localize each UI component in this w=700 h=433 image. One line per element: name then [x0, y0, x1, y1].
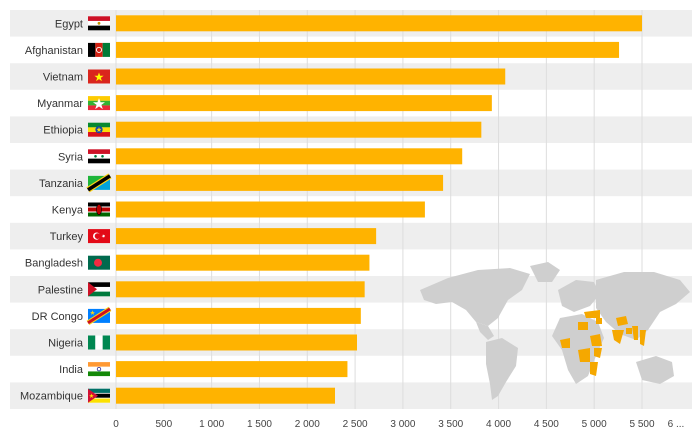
bar-syria: [116, 148, 463, 165]
bar-turkey: [116, 228, 377, 245]
category-label-kenya: Kenya: [52, 205, 84, 217]
bar-nigeria: [116, 334, 358, 351]
category-label-bangladesh: Bangladesh: [25, 258, 83, 270]
bar-ethiopia: [116, 121, 482, 138]
category-label-vietnam: Vietnam: [43, 72, 83, 84]
x-tick-label: 4 000: [486, 419, 511, 430]
category-label-turkey: Turkey: [50, 231, 84, 243]
dr-congo-flag-icon: [86, 306, 112, 326]
category-label-syria: Syria: [58, 151, 84, 163]
x-tick-label: 5 500: [629, 419, 654, 430]
category-label-egypt: Egypt: [55, 18, 83, 30]
bar-india: [116, 361, 348, 378]
x-tick-label: 500: [155, 419, 172, 430]
tanzania-flag-icon: [86, 173, 112, 193]
palestine-flag-icon: [88, 282, 110, 297]
category-label-myanmar: Myanmar: [37, 98, 83, 110]
syria-flag-icon: [88, 149, 110, 164]
category-label-mozambique: Mozambique: [20, 391, 83, 403]
nigeria-flag-icon: [88, 335, 110, 350]
category-label-palestine: Palestine: [38, 284, 83, 296]
x-tick-label: 3 500: [438, 419, 463, 430]
x-tick-label: 6 ...: [668, 419, 685, 430]
category-label-tanzania: Tanzania: [39, 178, 84, 190]
turkey-flag-icon: [88, 229, 110, 244]
category-label-ethiopia: Ethiopia: [43, 125, 84, 137]
bar-mozambique: [116, 387, 336, 404]
bar-egypt: [116, 15, 642, 32]
bar-palestine: [116, 281, 365, 298]
x-tick-label: 4 500: [534, 419, 559, 430]
egypt-flag-icon: [88, 16, 110, 31]
bar-bangladesh: [116, 254, 370, 271]
x-tick-label: 3 000: [390, 419, 415, 430]
x-tick-label: 5 000: [582, 419, 607, 430]
x-tick-label: 2 500: [343, 419, 368, 430]
row-band: [10, 382, 692, 409]
myanmar-flag-icon: [88, 96, 110, 111]
bar-vietnam: [116, 68, 506, 85]
ethiopia-flag-icon: [88, 122, 110, 137]
afghanistan-flag-icon: [88, 42, 110, 57]
bangladesh-flag-icon: [88, 255, 110, 270]
vietnam-flag-icon: [88, 69, 110, 84]
category-label-dr-congo: DR Congo: [32, 311, 83, 323]
bar-myanmar: [116, 95, 492, 112]
category-label-india: India: [59, 364, 84, 376]
india-flag-icon: [88, 362, 110, 377]
x-tick-label: 0: [113, 419, 119, 430]
x-tick-label: 1 000: [199, 419, 224, 430]
kenya-flag-icon: [88, 202, 110, 217]
x-tick-label: 2 000: [295, 419, 320, 430]
bar-afghanistan: [116, 41, 620, 58]
x-tick-label: 1 500: [247, 419, 272, 430]
bar-tanzania: [116, 174, 444, 191]
world-map-inset: [420, 262, 690, 400]
bar-dr-congo: [116, 307, 361, 324]
bar-kenya: [116, 201, 425, 218]
mozambique-flag-icon: [88, 388, 110, 403]
category-label-afghanistan: Afghanistan: [25, 45, 83, 57]
category-label-nigeria: Nigeria: [48, 338, 84, 350]
